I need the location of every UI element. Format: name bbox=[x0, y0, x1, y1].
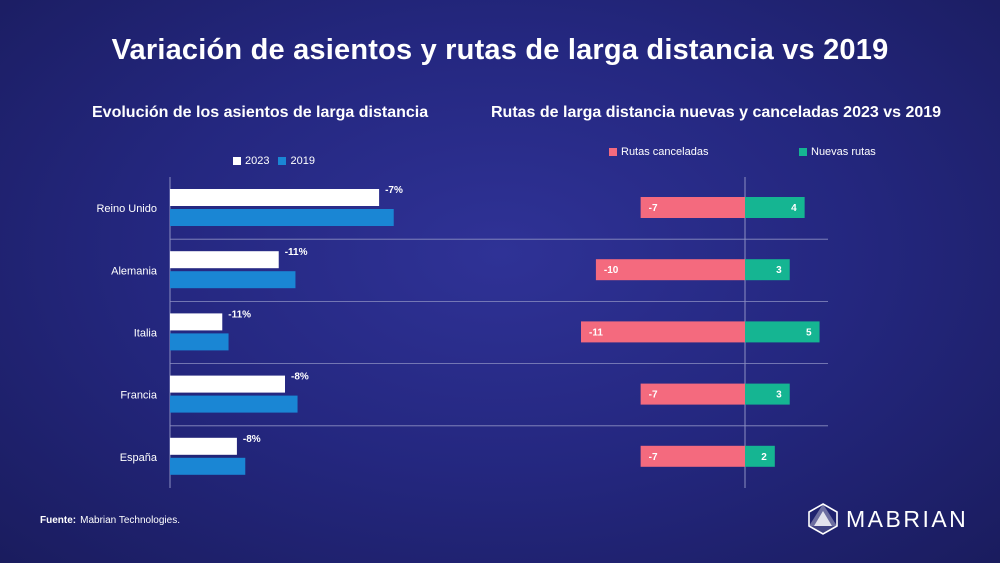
new-label: 3 bbox=[776, 265, 782, 276]
bar-2023 bbox=[170, 437, 237, 455]
bar-2023 bbox=[170, 251, 279, 269]
new-label: 2 bbox=[761, 452, 767, 463]
data-label: -7% bbox=[385, 185, 403, 196]
legend-label-2019: 2019 bbox=[290, 155, 315, 167]
bar-2019 bbox=[170, 395, 298, 413]
category-label: Alemania bbox=[111, 265, 158, 277]
bar-cancelled bbox=[640, 383, 745, 405]
new-label: 4 bbox=[791, 203, 797, 214]
category-label: Francia bbox=[120, 390, 158, 402]
right-chart-title: Rutas de larga distancia nuevas y cancel… bbox=[491, 104, 942, 121]
left-legend: 2023 2019 bbox=[233, 155, 315, 167]
bar-2019 bbox=[170, 457, 246, 475]
bar-2023 bbox=[170, 189, 380, 206]
bar-2019 bbox=[170, 209, 394, 226]
legend-cancelled: Rutas canceladas bbox=[609, 146, 708, 158]
bar-cancelled bbox=[595, 259, 745, 281]
source-note: Fuente: Mabrian Technologies. bbox=[40, 515, 180, 526]
legend-new: Nuevas rutas bbox=[799, 146, 876, 158]
new-label: 5 bbox=[806, 327, 812, 338]
cancelled-label: -11 bbox=[589, 327, 603, 338]
logo-icon bbox=[808, 503, 838, 535]
legend-label-2023: 2023 bbox=[245, 155, 270, 167]
data-label: -11% bbox=[285, 247, 308, 258]
new-label: 3 bbox=[776, 390, 782, 401]
legend-label-cancelled: Rutas canceladas bbox=[621, 146, 709, 158]
cancelled-label: -7 bbox=[649, 452, 658, 463]
cancelled-label: -10 bbox=[604, 265, 619, 276]
bar-2023 bbox=[170, 375, 285, 393]
category-label: Reino Unido bbox=[96, 203, 157, 215]
source-text: Mabrian Technologies. bbox=[80, 515, 180, 526]
bar-2023 bbox=[170, 313, 223, 331]
logo-text: MABRIAN bbox=[846, 505, 969, 532]
cancelled-label: -7 bbox=[649, 390, 658, 401]
legend-label-new: Nuevas rutas bbox=[811, 146, 876, 158]
bar-new bbox=[745, 259, 790, 281]
bar-new bbox=[745, 197, 805, 218]
data-label: -8% bbox=[243, 434, 261, 445]
legend-swatch-2019 bbox=[278, 157, 287, 165]
bar-cancelled bbox=[581, 321, 745, 343]
bar-cancelled bbox=[640, 445, 745, 467]
bar-new bbox=[745, 321, 820, 343]
bar-2019 bbox=[170, 271, 296, 289]
bar-new bbox=[745, 445, 775, 467]
source-label: Fuente: bbox=[40, 515, 77, 526]
category-label: Italia bbox=[134, 328, 158, 340]
category-label: España bbox=[120, 452, 158, 464]
bar-cancelled bbox=[640, 197, 745, 218]
legend-swatch-new bbox=[799, 148, 807, 156]
bar-2019 bbox=[170, 333, 229, 351]
data-label: -11% bbox=[228, 309, 251, 320]
cancelled-label: -7 bbox=[649, 203, 658, 214]
legend-swatch-2023 bbox=[233, 157, 241, 165]
left-chart-title: Evolución de los asientos de larga dista… bbox=[92, 104, 429, 121]
legend-swatch-cancelled bbox=[609, 148, 617, 156]
data-label: -8% bbox=[291, 372, 309, 383]
bar-new bbox=[745, 383, 790, 405]
page-title: Variación de asientos y rutas de larga d… bbox=[111, 34, 889, 66]
mabrian-logo: MABRIAN bbox=[808, 503, 968, 535]
